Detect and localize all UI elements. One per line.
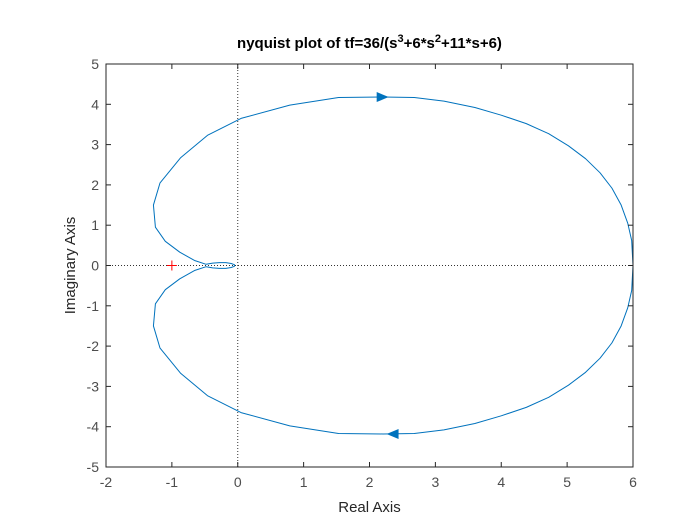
y-tick-label: 0 xyxy=(91,258,99,274)
x-tick-label: 2 xyxy=(366,474,374,490)
direction-arrow-right xyxy=(376,92,389,103)
critical-point-marker xyxy=(166,260,177,271)
x-tick-label: 5 xyxy=(563,474,571,490)
y-tick-label: -3 xyxy=(87,378,100,394)
title-sup-1: 3 xyxy=(397,33,403,45)
y-tick-label: 5 xyxy=(91,56,99,72)
title-sup-2: 2 xyxy=(435,33,441,45)
y-axis-label: Imaginary Axis xyxy=(62,217,79,315)
x-tick-label: 6 xyxy=(629,474,637,490)
y-tick-label: -1 xyxy=(87,298,100,314)
x-axis-ticks: -2 -1 0 1 2 3 4 5 6 xyxy=(100,64,637,490)
chart-title: nyquist plot of tf=36/(s3+6*s2+11*s+6) xyxy=(237,33,502,52)
title-mid: +6*s xyxy=(404,35,435,52)
y-tick-label: -5 xyxy=(87,459,100,475)
y-tick-label: 2 xyxy=(91,177,99,193)
y-tick-label: -2 xyxy=(87,338,100,354)
y-axis-ticks: -5 -4 -3 -2 -1 0 1 2 3 4 5 xyxy=(87,56,633,475)
direction-arrow-left xyxy=(386,428,399,439)
y-tick-label: 3 xyxy=(91,137,99,153)
x-tick-label: 4 xyxy=(497,474,505,490)
y-tick-label: 4 xyxy=(91,96,99,112)
x-tick-label: 0 xyxy=(234,474,242,490)
x-axis-label: Real Axis xyxy=(338,499,401,516)
x-tick-label: -2 xyxy=(100,474,113,490)
y-tick-label: 1 xyxy=(91,217,99,233)
title-end: +11*s+6) xyxy=(441,35,502,52)
x-tick-label: 1 xyxy=(300,474,308,490)
x-tick-label: -1 xyxy=(166,474,179,490)
series-nyquist-curve xyxy=(152,96,634,435)
title-main: nyquist plot of tf=36/(s xyxy=(237,35,397,52)
direction-arrows xyxy=(376,92,399,439)
y-tick-label: -4 xyxy=(87,419,100,435)
x-tick-label: 3 xyxy=(431,474,439,490)
